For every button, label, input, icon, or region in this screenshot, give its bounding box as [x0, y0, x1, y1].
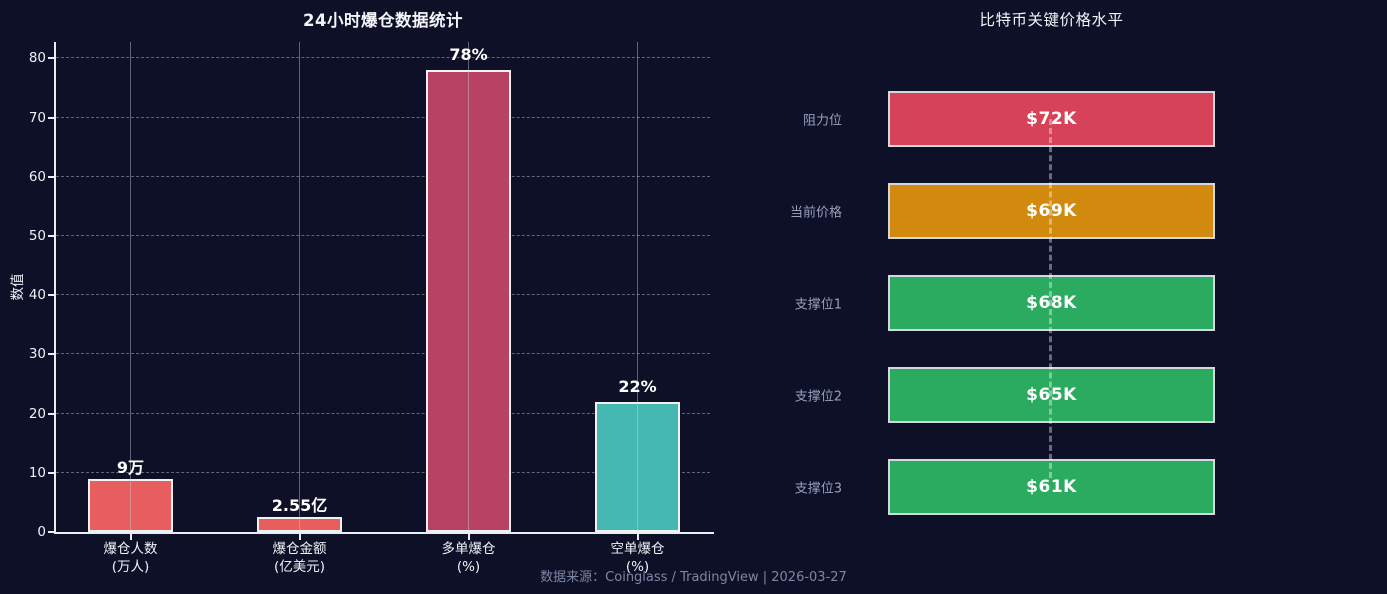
bar-value-label: 78% — [449, 45, 488, 65]
center-dashed-line — [1049, 119, 1052, 478]
y-tick-label: 80 — [28, 50, 46, 67]
price-bar: $61K — [888, 459, 1215, 515]
y-tick-mark — [48, 294, 54, 297]
v-gridline — [298, 42, 301, 532]
price-bar: $72K — [888, 91, 1215, 147]
bar — [257, 516, 342, 532]
x-tick-label: 爆仓金额 (亿美元) — [272, 541, 327, 575]
price-bar: $65K — [888, 367, 1215, 423]
v-gridline — [129, 42, 132, 532]
price-row-label: 当前价格 — [789, 205, 842, 221]
price-bar-value: $65K — [1026, 385, 1077, 405]
h-gridline — [56, 57, 710, 59]
price-panel-title: 比特币关键价格水平 — [979, 11, 1124, 29]
y-tick-label: 60 — [28, 168, 46, 185]
price-bar-value: $68K — [1026, 293, 1077, 313]
y-tick-mark — [48, 175, 54, 178]
y-tick-mark — [48, 235, 54, 237]
price-row-label: 支撑位3 — [794, 481, 842, 497]
price-bar: $69K — [888, 183, 1215, 239]
y-axis — [54, 42, 56, 534]
y-tick-mark — [48, 57, 54, 60]
h-gridline — [56, 116, 710, 118]
h-gridline — [56, 235, 710, 236]
bar-value-label: 9万 — [116, 457, 145, 477]
x-tick-mark — [636, 534, 639, 540]
bar-value-label: 22% — [618, 376, 657, 396]
price-bar: $68K — [888, 275, 1215, 331]
bar-value-label: 2.55亿 — [271, 495, 328, 515]
y-tick-label: 70 — [28, 109, 46, 126]
y-tick-mark — [48, 412, 54, 415]
bar — [426, 70, 511, 532]
y-tick-label: 10 — [28, 464, 46, 481]
y-tick-label: 40 — [28, 287, 46, 304]
y-tick-mark — [48, 353, 54, 356]
bar — [595, 401, 680, 532]
h-gridline — [56, 412, 710, 414]
x-tick-mark — [467, 534, 470, 540]
price-row-label: 阻力位 — [802, 113, 842, 129]
y-tick-label: 0 — [37, 524, 46, 540]
price-row-label: 支撑位1 — [794, 297, 842, 313]
x-tick-mark — [298, 534, 301, 540]
y-tick-label: 30 — [28, 346, 46, 363]
y-tick-mark — [48, 531, 54, 533]
x-tick-label: 多单爆仓 (%) — [441, 541, 496, 575]
y-tick-mark — [48, 471, 54, 474]
x-tick-mark — [129, 534, 132, 540]
h-gridline — [56, 353, 710, 355]
h-gridline — [56, 294, 710, 296]
v-gridline — [636, 42, 639, 532]
x-axis — [54, 532, 714, 534]
h-gridline — [56, 175, 710, 177]
data-source-caption: 数据来源：Coinglass / TradingView | 2026-03-2… — [540, 570, 847, 585]
price-bar-value: $72K — [1026, 109, 1077, 129]
y-tick-mark — [48, 116, 54, 119]
x-tick-label: 空单爆仓 (%) — [610, 541, 665, 575]
y-tick-label: 20 — [28, 405, 46, 422]
x-tick-label: 爆仓人数 (万人) — [103, 541, 158, 575]
bar — [88, 478, 173, 532]
price-bar-value: $61K — [1026, 477, 1077, 497]
price-row-label: 支撑位2 — [794, 389, 842, 405]
v-gridline — [467, 42, 470, 532]
y-tick-label: 50 — [28, 228, 46, 244]
h-gridline — [56, 471, 710, 473]
chart-title: 24小时爆仓数据统计 — [303, 11, 463, 30]
price-bar-value: $69K — [1026, 201, 1077, 221]
